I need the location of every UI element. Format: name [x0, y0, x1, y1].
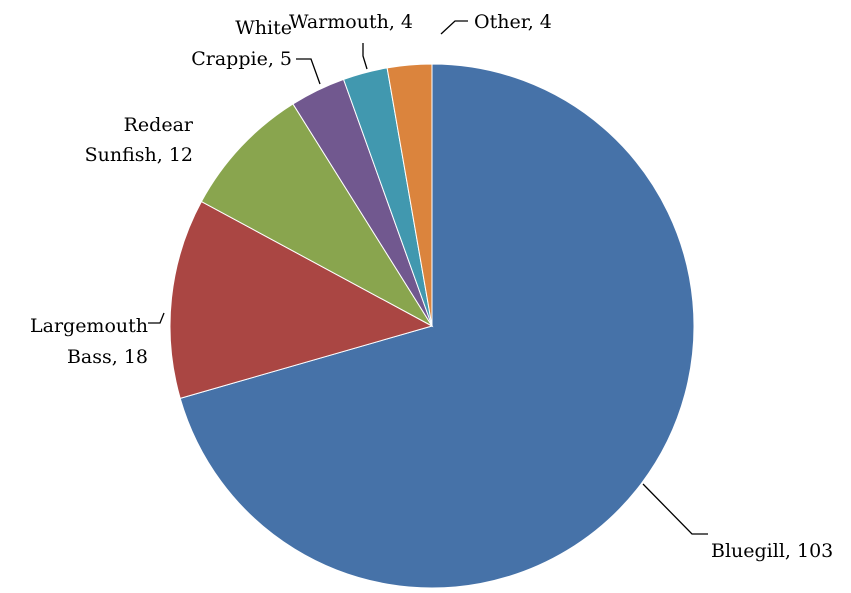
leader-line-white-crappie: [296, 58, 321, 85]
data-labels: Bluegill, 103 Largemouth Bass, 18 Redear Sun…: [30, 11, 833, 562]
leader-line-largemouth-bass: [148, 312, 165, 324]
data-label-line: Bluegill, 103: [711, 540, 833, 562]
leader-line-warmouth: [362, 43, 368, 70]
data-label-line: Other, 4: [474, 11, 552, 33]
leader-line-bluegill: [642, 483, 708, 535]
leader-lines: [148, 20, 708, 535]
pie-slice-bluegill: [179, 63, 695, 589]
pie-slice-other: [386, 63, 433, 327]
pie-slice-redear-sunfish: [200, 103, 434, 328]
data-label-largemouth-bass: Largemouth Bass, 18: [30, 315, 148, 368]
data-label-line: Crappie, 5: [191, 48, 292, 70]
data-label-redear-sunfish: Redear Sunfish, 12: [85, 114, 194, 166]
data-label-line: White: [235, 17, 292, 39]
pie-slices: [169, 63, 695, 589]
data-label-line: Redear: [124, 114, 194, 136]
data-label-bluegill: Bluegill, 103: [711, 540, 833, 562]
data-label-other: Other, 4: [474, 11, 552, 33]
pie-slice-largemouth-bass: [169, 200, 434, 399]
data-label-line: Bass, 18: [67, 346, 148, 368]
leader-line-other: [440, 20, 468, 35]
data-label-line: Sunfish, 12: [85, 144, 193, 166]
data-label-line: Warmouth, 4: [289, 11, 413, 33]
data-label-white-crappie: White Crappie, 5: [191, 17, 292, 70]
data-label-line: Largemouth: [30, 315, 148, 337]
data-label-warmouth: Warmouth, 4: [289, 11, 413, 33]
